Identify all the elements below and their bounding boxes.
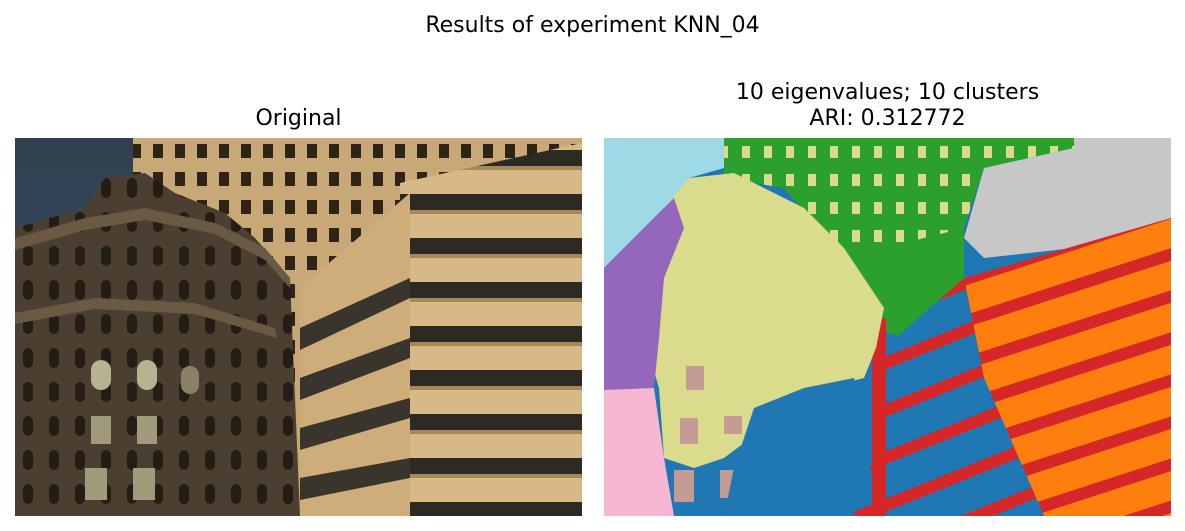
original-panel-title: Original (255, 106, 342, 131)
segmentation-title-line1: 10 eigenvalues; 10 clusters (735, 80, 1040, 105)
segmentation-panel-title: 10 eigenvalues; 10 clusters ARI: 0.312772 (604, 80, 1171, 132)
segmentation-image (604, 138, 1171, 516)
figure-suptitle: Results of experiment KNN_04 (425, 13, 760, 38)
original-image (15, 138, 582, 516)
original-image-axes (15, 138, 582, 516)
segmentation-title-line2: ARI: 0.312772 (809, 106, 966, 131)
segmentation-image-axes (604, 138, 1171, 516)
